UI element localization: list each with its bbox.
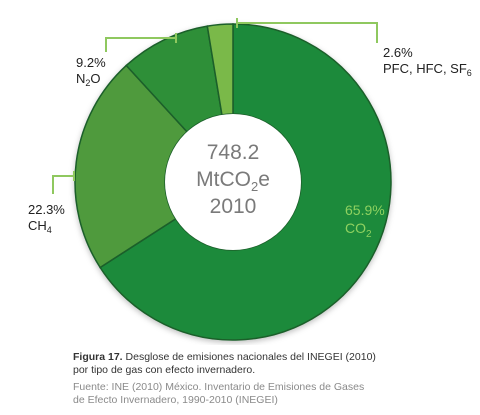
- leader-line-pfc: [237, 22, 378, 43]
- slice-label-co2: CO2: [345, 220, 372, 240]
- slice-value-pfc: 2.6%: [383, 45, 413, 60]
- figure-caption: Figura 17. Desglose de emisiones naciona…: [73, 351, 473, 376]
- slice-value-ch4: 22.3%: [28, 202, 65, 217]
- donut-slices: [74, 23, 392, 341]
- slice-label-pfc: PFC, HFC, SF6: [383, 61, 472, 78]
- leader-line-ch4: [52, 175, 74, 194]
- donut-chart: 748.2 MtCO2e 2010 9.2% N2O 22.3% CH4 2.6…: [28, 18, 472, 341]
- slice-label-n2o: N2O: [76, 71, 101, 88]
- figure-source: Fuente: INE (2010) México. Inventario de…: [73, 381, 473, 406]
- slice-value-n2o: 9.2%: [76, 55, 106, 70]
- leader-lines: [52, 18, 378, 194]
- caption-line-1: Desglose de emisiones nacionales del INE…: [122, 351, 376, 363]
- center-unit: MtCO2e: [196, 168, 270, 194]
- center-total-value: 748.2: [207, 141, 260, 164]
- figure-number: Figura 17.: [73, 351, 123, 363]
- center-year: 2010: [210, 195, 257, 218]
- source-line-2: de Efecto Invernadero, 1990-2010 (INEGEI…: [73, 393, 278, 406]
- leader-line-n2o: [105, 37, 176, 52]
- donut-center-hole: [165, 114, 301, 250]
- slice-label-ch4: CH4: [28, 218, 52, 235]
- source-line-1: Fuente: INE (2010) México. Inventario de…: [73, 381, 365, 393]
- caption-line-2: por tipo de gas con efecto invernadero.: [73, 363, 256, 376]
- slice-value-co2: 65.9%: [345, 202, 385, 218]
